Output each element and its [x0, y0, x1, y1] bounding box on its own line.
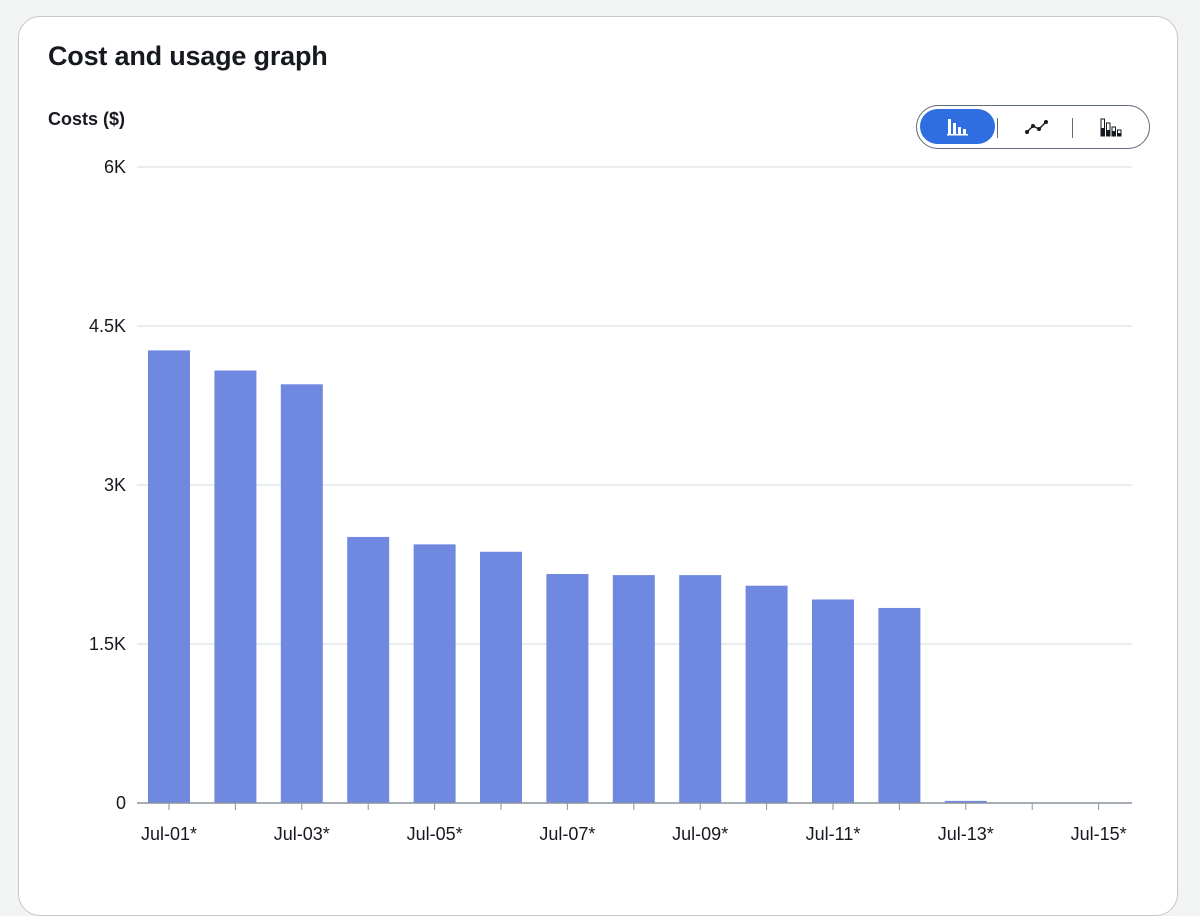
y-axis-ticks: 0 1.5K 3K 4.5K 6K	[89, 157, 126, 813]
line-chart-button[interactable]	[1009, 109, 1065, 144]
cost-bar-chart: 0 1.5K 3K 4.5K 6K Jul-01*: 4270 Jul-02*: 4080…	[89, 157, 1132, 844]
segment-divider	[1072, 118, 1073, 138]
x-tick-label: Jul-03*	[274, 824, 330, 844]
x-tick-label: Jul-07*	[539, 824, 595, 844]
y-tick-label: 4.5K	[89, 316, 126, 336]
x-tick-label: Jul-09*	[672, 824, 728, 844]
bar-Jul-13[interactable]: Jul-13*: 20	[944, 800, 987, 803]
x-tick-label: Jul-01*	[141, 824, 197, 844]
stacked-bar-chart-button[interactable]	[1082, 109, 1142, 144]
bar-Jul-06[interactable]: Jul-06*: 2370	[480, 551, 522, 803]
y-tick-label: 3K	[104, 475, 126, 495]
chart-type-toggle	[916, 105, 1150, 149]
card-title: Cost and usage graph	[48, 41, 328, 71]
bar-Jul-08[interactable]: Jul-08*: 2150	[612, 575, 655, 803]
bar-Jul-12[interactable]: Jul-12*: 1840	[878, 607, 921, 803]
stacked-bar-chart-icon	[1100, 118, 1122, 136]
x-axis-ticks: Jul-01* Jul-03* Jul-05* Jul-07* Jul-09* Jul-1…	[141, 803, 1127, 844]
bar-Jul-05[interactable]: Jul-05*: 2440	[413, 544, 456, 803]
x-tick-label: Jul-05*	[407, 824, 463, 844]
bar-Jul-11[interactable]: Jul-11*: 1920	[812, 599, 854, 803]
x-tick-label: Jul-13*	[938, 824, 994, 844]
bar-Jul-09[interactable]: Jul-09*: 2150	[679, 575, 722, 803]
cost-usage-card: Cost and usage graph Costs ($)	[18, 16, 1178, 916]
line-chart-icon	[1025, 119, 1048, 134]
y-tick-label: 6K	[104, 157, 126, 177]
y-tick-label: 0	[116, 793, 126, 813]
bar-Jul-03[interactable]: Jul-03*: 3950	[280, 384, 323, 803]
y-axis-label: Costs ($)	[48, 109, 126, 129]
bar-Jul-07[interactable]: Jul-07*: 2160	[546, 574, 589, 803]
bars: Jul-01*: 4270 Jul-02*: 4080 Jul-03*: 3950 J…	[148, 350, 987, 803]
segment-divider	[997, 118, 998, 138]
bar-Jul-02[interactable]: Jul-02*: 4080	[214, 370, 257, 803]
bar-Jul-04[interactable]: Jul-04*: 2510	[347, 536, 390, 803]
bar-Jul-01[interactable]: Jul-01*: 4270	[148, 350, 190, 803]
bar-chart-button[interactable]	[920, 109, 995, 144]
x-tick-label: Jul-15*	[1071, 824, 1127, 844]
bar-chart-icon	[946, 118, 968, 135]
x-tick-label: Jul-11*	[806, 824, 861, 844]
y-tick-label: 1.5K	[89, 634, 126, 654]
bar-Jul-10[interactable]: Jul-10*: 2050	[745, 585, 788, 803]
